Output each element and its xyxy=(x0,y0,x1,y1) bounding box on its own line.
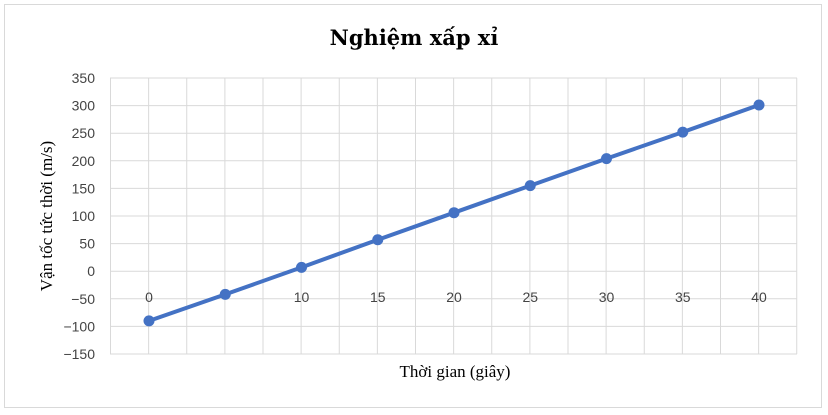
y-tick-label: 50 xyxy=(79,236,95,252)
y-tick-label: 100 xyxy=(72,208,96,224)
data-point xyxy=(677,126,689,138)
chart-frame xyxy=(4,4,822,408)
y-axis-title: Vận tốc tức thời (m/s) xyxy=(37,141,56,291)
x-tick-label: 35 xyxy=(675,289,691,305)
data-point xyxy=(448,207,460,219)
x-tick-label: 15 xyxy=(370,289,386,305)
data-point xyxy=(601,153,612,165)
x-tick-label: 10 xyxy=(294,289,310,305)
data-point xyxy=(219,288,231,300)
x-tick-label: 25 xyxy=(522,289,538,305)
x-tick-labels: 0 10 15 20 25 30 35 40 xyxy=(145,289,767,305)
series-group xyxy=(143,99,765,327)
y-tick-label: 200 xyxy=(72,153,96,169)
data-point xyxy=(372,234,384,246)
y-tick-label: 350 xyxy=(72,70,96,86)
y-tick-label: 0 xyxy=(87,263,95,279)
y-tick-label: −150 xyxy=(63,346,95,362)
data-point xyxy=(524,180,536,192)
y-tick-label: −100 xyxy=(63,318,95,334)
x-tick-label: 30 xyxy=(599,289,615,305)
x-tick-label: 40 xyxy=(751,289,767,305)
y-tick-labels: 350 300 250 200 150 100 50 0 −50 −100 −150 xyxy=(63,70,95,362)
x-tick-label: 0 xyxy=(145,289,153,305)
x-tick-label: 20 xyxy=(446,289,462,305)
y-tick-label: −50 xyxy=(71,291,95,307)
x-axis-title: Thời gian (giây) xyxy=(400,362,511,381)
data-point xyxy=(753,99,765,111)
data-point xyxy=(143,315,155,327)
chart-title: Nghiệm xấp xỉ xyxy=(330,25,499,50)
data-point xyxy=(296,261,307,273)
y-tick-label: 300 xyxy=(72,98,96,114)
y-tick-label: 250 xyxy=(72,125,96,141)
y-tick-label: 150 xyxy=(72,180,96,196)
